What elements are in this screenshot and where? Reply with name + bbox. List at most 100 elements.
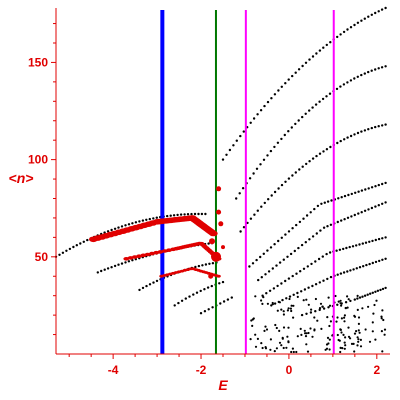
data-point (291, 227, 294, 230)
data-point (246, 221, 249, 225)
y-tick-label: 100 (28, 153, 48, 167)
data-point (353, 315, 357, 318)
data-point (384, 286, 387, 290)
data-point (357, 322, 360, 325)
data-point (372, 312, 375, 315)
data-point (302, 299, 305, 302)
data-point (275, 326, 278, 330)
data-point (313, 328, 316, 331)
data-point (339, 302, 342, 305)
data-point (273, 190, 277, 194)
black-points-layer (54, 6, 387, 354)
data-point (342, 247, 345, 251)
data-point (352, 342, 355, 345)
data-point (381, 237, 384, 240)
data-point (377, 183, 380, 187)
data-point (222, 300, 226, 303)
data-point (148, 283, 152, 286)
data-point (325, 343, 329, 346)
data-point (336, 303, 339, 306)
data-point (127, 260, 131, 263)
data-point (381, 309, 384, 312)
data-point (199, 289, 202, 293)
data-point (288, 295, 292, 298)
data-point (321, 255, 324, 258)
data-point (287, 230, 291, 233)
data-point (268, 289, 272, 292)
data-point (225, 153, 228, 156)
data-point (58, 253, 61, 256)
data-point (265, 328, 269, 331)
data-point (269, 149, 273, 153)
data-point (203, 288, 206, 291)
data-point (357, 190, 360, 193)
data-point (318, 307, 322, 310)
data-point (282, 313, 285, 316)
data-point (252, 117, 256, 120)
data-point (356, 297, 359, 300)
data-point (300, 243, 304, 247)
data-point (339, 299, 342, 302)
data-point (141, 219, 145, 222)
data-point (152, 281, 155, 284)
data-point (307, 286, 310, 289)
data-point (325, 43, 328, 47)
data-point (260, 342, 263, 345)
data-point (264, 325, 267, 328)
data-point (364, 241, 368, 244)
data-point (353, 23, 356, 27)
data-point (352, 268, 355, 271)
data-point (350, 215, 353, 218)
data-point (308, 109, 311, 112)
data-point (360, 211, 363, 214)
data-point (328, 338, 331, 341)
data-point (145, 218, 148, 221)
data-point (326, 200, 330, 203)
data-point (363, 209, 367, 212)
data-point (226, 298, 230, 301)
data-point (384, 123, 387, 126)
data-point (267, 270, 271, 273)
data-point (297, 246, 300, 250)
data-point (141, 286, 145, 290)
data-point (380, 330, 383, 333)
data-point (357, 340, 360, 343)
data-point (374, 260, 378, 264)
data-point (248, 177, 252, 180)
data-point (280, 308, 283, 311)
data-point (282, 310, 285, 313)
data-point (344, 336, 347, 339)
data-point (273, 302, 277, 305)
data-point (346, 295, 349, 298)
data-point (110, 266, 113, 269)
data-point (306, 265, 309, 268)
data-point (328, 348, 331, 351)
data-point (368, 262, 371, 266)
data-point (184, 297, 187, 300)
data-point (131, 222, 134, 225)
data-point (269, 348, 272, 351)
data-point (288, 297, 291, 301)
data-point (284, 82, 287, 85)
data-point (308, 160, 311, 163)
data-point (207, 242, 210, 245)
data-point (362, 265, 365, 268)
tick-marks (51, 23, 378, 359)
data-point (169, 214, 172, 217)
data-point (361, 242, 364, 245)
data-point (343, 320, 346, 323)
data-point (356, 21, 360, 24)
data-point (322, 307, 326, 310)
data-point (293, 249, 296, 253)
data-point (232, 144, 235, 147)
data-point (131, 259, 134, 262)
data-point (314, 260, 317, 263)
data-point (356, 75, 359, 79)
data-point (195, 291, 199, 294)
data-point (61, 251, 65, 254)
data-point (328, 304, 332, 307)
data-point (347, 326, 350, 329)
data-point (371, 291, 374, 294)
data-point (338, 339, 341, 342)
data-point (134, 221, 138, 224)
